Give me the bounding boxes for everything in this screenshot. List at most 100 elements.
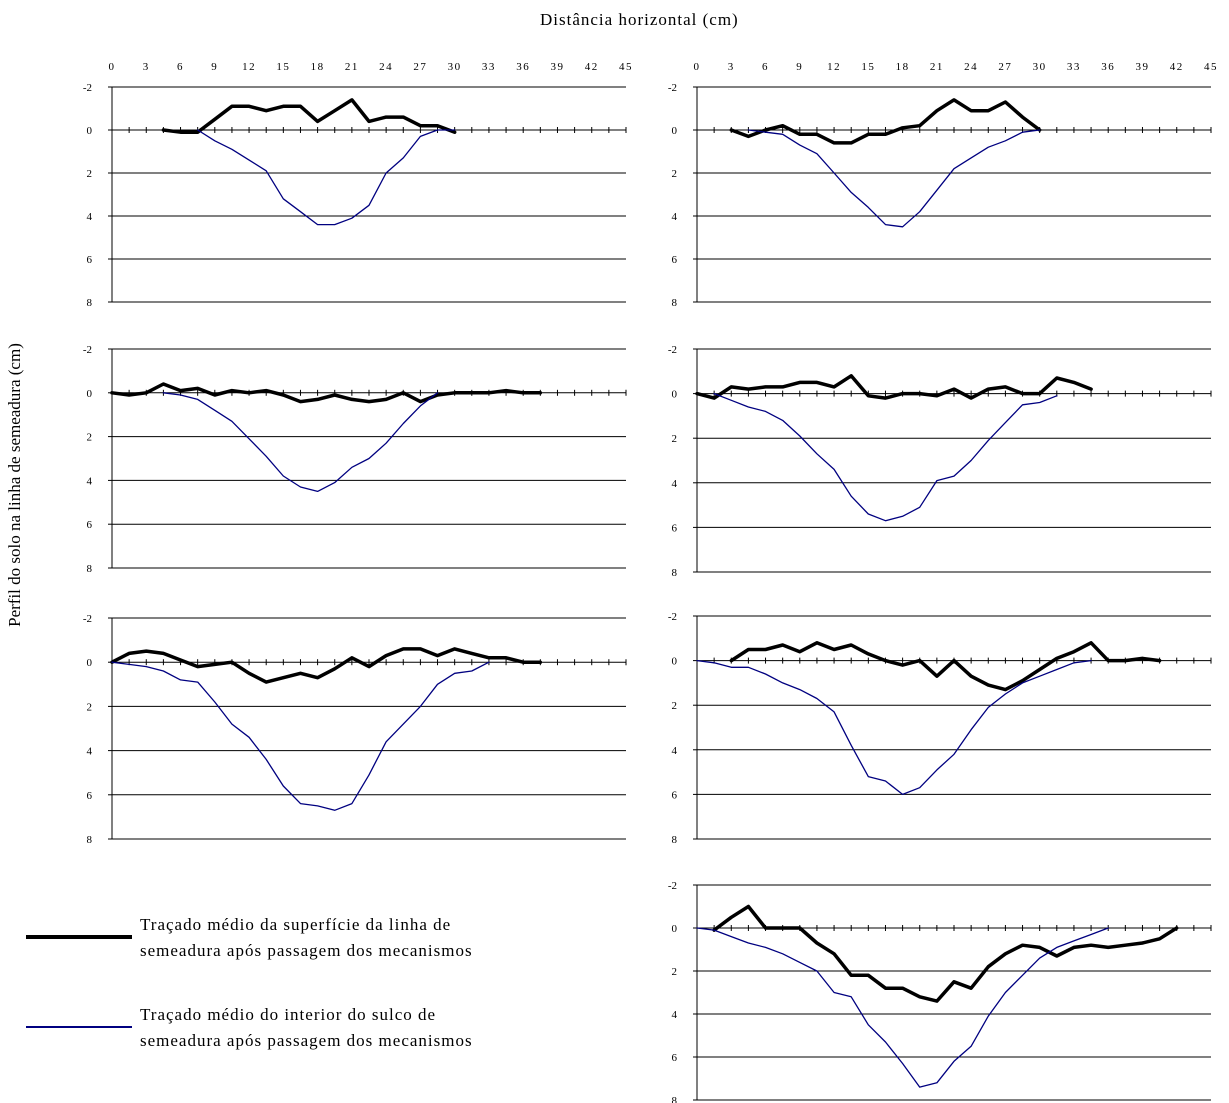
- series-line-surface: [110, 382, 543, 404]
- legend-surface-line1: Traçado médio da superfície da linha de: [140, 915, 452, 934]
- series-line-interior: [696, 659, 1092, 796]
- x-tick-label: 36: [516, 61, 530, 73]
- x-tick-label: 30: [448, 61, 462, 73]
- y-tick-label: 2: [87, 432, 93, 444]
- y-tick-label: 8: [87, 563, 93, 575]
- legend-surface-line2: semeadura após passagem dos mecanismos: [140, 941, 473, 960]
- y-tick-label: 2: [87, 701, 93, 713]
- y-tick-label: 8: [87, 297, 93, 309]
- series-line-surface: [712, 904, 1179, 1003]
- x-tick-label: 9: [796, 61, 803, 73]
- legend-surface-swatch: [26, 935, 132, 939]
- y-tick-label: 8: [672, 834, 678, 846]
- y-tick-label: 6: [672, 254, 678, 266]
- y-tick-label: 4: [87, 746, 93, 758]
- y-tick-label: -2: [668, 611, 677, 623]
- x-tick-label: 18: [311, 61, 325, 73]
- legend-interior-label: Traçado médio do interior do sulco de se…: [140, 1002, 473, 1054]
- y-tick-label: 4: [672, 211, 678, 223]
- legend-surface-label: Traçado médio da superfície da linha de …: [140, 912, 473, 964]
- y-tick-label: -2: [83, 82, 92, 94]
- series-line-surface: [729, 98, 1042, 145]
- x-tick-label: 18: [896, 61, 910, 73]
- x-tick-label: 27: [998, 61, 1012, 73]
- x-tick-label: 45: [619, 61, 633, 73]
- x-tick-label: 6: [762, 61, 769, 73]
- y-tick-label: 2: [672, 168, 678, 180]
- x-tick-label: 15: [276, 61, 290, 73]
- series-line-interior: [162, 392, 439, 493]
- y-tick-label: 6: [672, 522, 678, 534]
- series-line-surface: [695, 374, 1093, 400]
- y-tick-label: 4: [87, 475, 93, 487]
- y-tick-label: 0: [672, 389, 678, 401]
- y-tick-label: -2: [83, 613, 92, 625]
- series-line-surface: [110, 647, 543, 684]
- y-tick-label: 4: [672, 745, 678, 757]
- y-tick-label: 6: [672, 789, 678, 801]
- y-tick-label: 0: [672, 656, 678, 668]
- x-tick-label: 27: [413, 61, 427, 73]
- x-tick-label: 24: [964, 61, 978, 73]
- x-tick-label: 21: [930, 61, 944, 73]
- legend: Traçado médio da superfície da linha de …: [20, 912, 620, 1072]
- legend-interior-line1: Traçado médio do interior do sulco de: [140, 1005, 437, 1024]
- x-tick-label: 21: [345, 61, 359, 73]
- x-tick-label: 6: [177, 61, 184, 73]
- series-line-surface: [729, 641, 1162, 692]
- x-tick-label: 3: [728, 61, 735, 73]
- legend-interior-line2: semeadura após passagem dos mecanismos: [140, 1031, 473, 1050]
- x-tick-label: 33: [482, 61, 496, 73]
- y-tick-label: 0: [672, 125, 678, 137]
- x-tick-label: 24: [379, 61, 393, 73]
- x-tick-label: 36: [1101, 61, 1115, 73]
- y-tick-label: 4: [672, 478, 678, 490]
- x-tick-label: 45: [1204, 61, 1218, 73]
- y-tick-label: 4: [87, 211, 93, 223]
- panel-left-middle: -2 0 2 4 6 8: [83, 344, 627, 575]
- y-tick-label: 8: [672, 567, 678, 579]
- panel-right-extra: -2 0 2 4 6 8: [668, 880, 1212, 1103]
- y-tick-label: 2: [672, 966, 678, 978]
- y-tick-label: 8: [672, 1095, 678, 1103]
- y-tick-label: 4: [672, 1009, 678, 1021]
- y-tick-label: -2: [668, 82, 677, 94]
- y-tick-label: 8: [672, 297, 678, 309]
- series-line-interior: [696, 927, 1109, 1088]
- y-tick-label: 8: [87, 834, 93, 846]
- y-tick-label: -2: [668, 880, 677, 892]
- x-tick-label: 42: [585, 61, 599, 73]
- y-tick-label: 0: [87, 388, 93, 400]
- panel-left-bottom: -2 0 2 4 6 8: [83, 613, 627, 846]
- y-tick-label: -2: [83, 344, 92, 356]
- y-tick-label: 0: [87, 125, 93, 137]
- y-tick-label: 6: [87, 519, 93, 531]
- legend-interior-swatch: [26, 1026, 132, 1028]
- x-tick-label: 12: [242, 61, 256, 73]
- x-tick-label: 30: [1033, 61, 1047, 73]
- series-line-interior: [111, 661, 490, 811]
- x-axis-title: Distância horizontal (cm): [540, 10, 739, 29]
- x-tick-label: 0: [694, 61, 701, 73]
- y-tick-label: 0: [87, 657, 93, 669]
- y-tick-label: 2: [87, 168, 93, 180]
- y-tick-label: 2: [672, 700, 678, 712]
- x-tick-label: 9: [211, 61, 218, 73]
- x-tick-label: 39: [550, 61, 564, 73]
- x-tick-label: 39: [1135, 61, 1149, 73]
- y-tick-label: 6: [87, 790, 93, 802]
- series-line-interior: [713, 392, 1058, 522]
- y-tick-label: 6: [87, 254, 93, 266]
- series-line-interior: [747, 129, 1041, 228]
- series-line-interior: [197, 129, 456, 226]
- x-tick-label: 33: [1067, 61, 1081, 73]
- panel-right-bottom: -2 0 2 4 6 8: [668, 611, 1212, 846]
- x-tick-label: 3: [143, 61, 150, 73]
- x-tick-label: 15: [861, 61, 875, 73]
- y-tick-label: 2: [672, 433, 678, 445]
- series-line-surface: [161, 98, 457, 134]
- panel-right-middle: -2 0 2 4 6 8: [668, 344, 1212, 579]
